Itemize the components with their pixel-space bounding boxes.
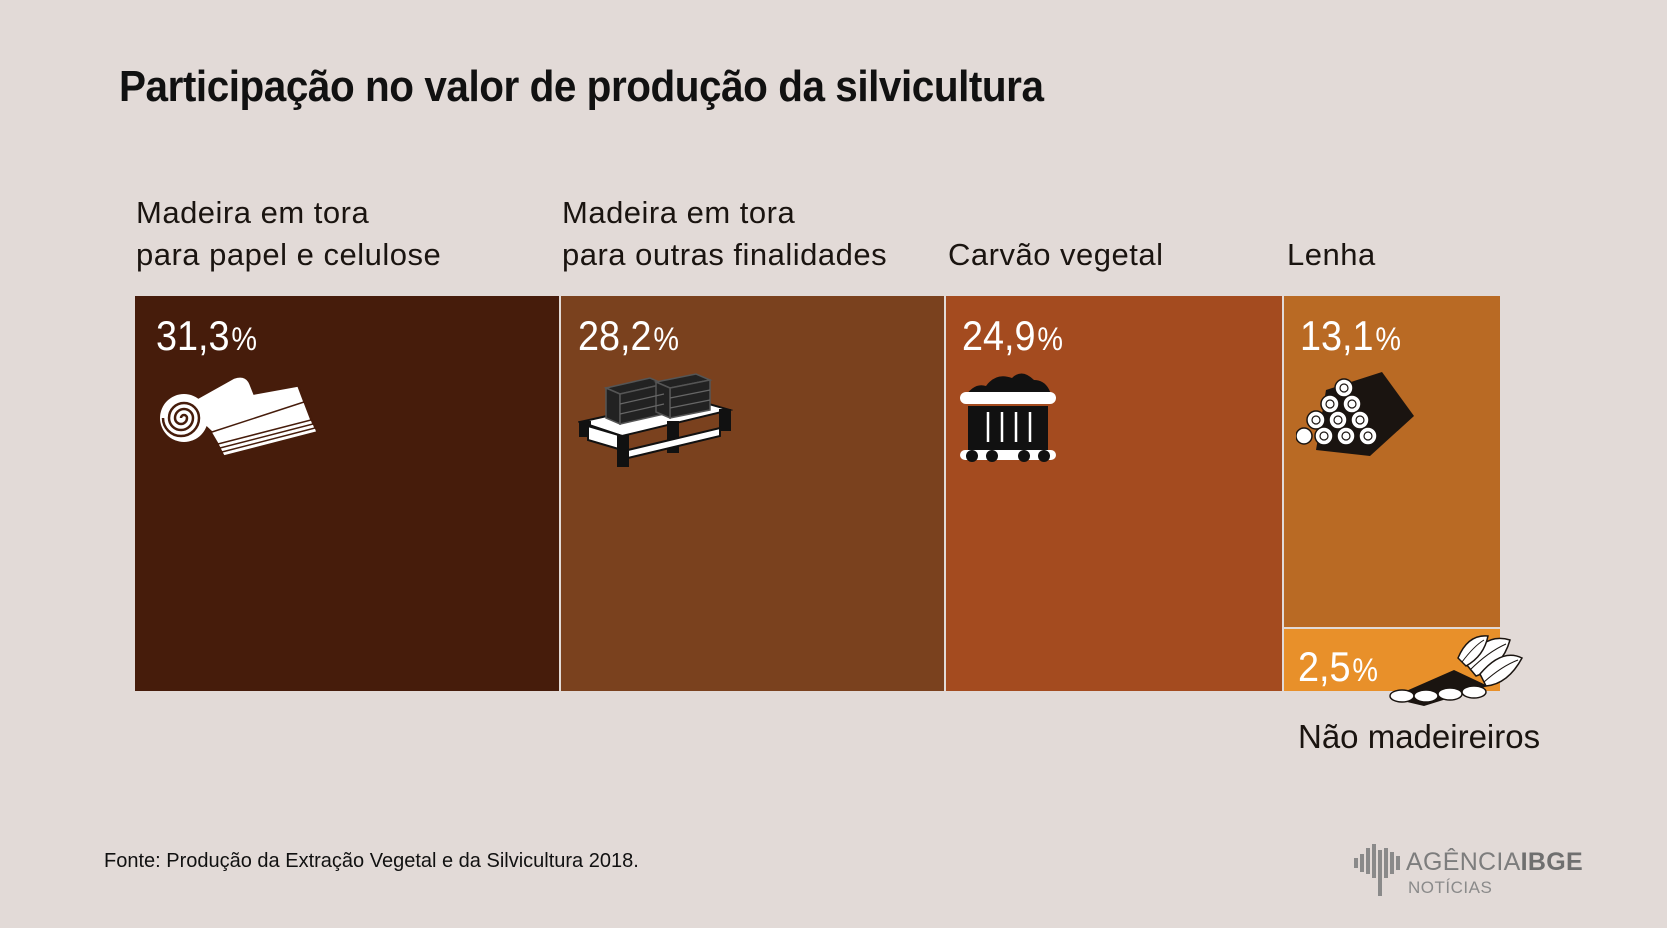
logo-brand: AGÊNCIAIBGE [1406, 848, 1583, 876]
chart-title: Participação no valor de produção da sil… [119, 62, 1044, 111]
treemap-block-papel [135, 296, 559, 691]
value-label-papel: 31,3% [156, 312, 257, 359]
leaves-bark-icon [1389, 635, 1524, 706]
treemap-block-carvao [946, 296, 1282, 691]
firewood-stack-icon [1296, 372, 1414, 456]
value-label-carvao: 24,9% [962, 312, 1063, 359]
value-label-nao-madeireiros: 2,5% [1298, 643, 1378, 690]
coal-wagon-icon [960, 373, 1056, 462]
treemap-block-outras [561, 296, 944, 691]
category-label-outras: Madeira em tora para outras finalidades [562, 195, 888, 272]
logo-subtitle: NOTÍCIAS [1408, 878, 1493, 897]
value-label-outras: 28,2% [578, 312, 679, 359]
paper-roll-icon [160, 376, 319, 457]
category-label-nao-madeireiros: Não madeireiros [1298, 718, 1541, 755]
category-label-lenha: Lenha [1287, 237, 1376, 272]
lumber-pallet-icon [578, 373, 733, 467]
treemap-block-lenha [1284, 296, 1500, 627]
value-label-lenha: 13,1% [1300, 312, 1401, 359]
category-label-carvao: Carvão vegetal [948, 237, 1164, 272]
source-note: Fonte: Produção da Extração Vegetal e da… [104, 850, 639, 872]
agencia-ibge-logo-icon [1354, 844, 1400, 896]
category-label-papel: Madeira em tora para papel e celulose [136, 195, 442, 272]
